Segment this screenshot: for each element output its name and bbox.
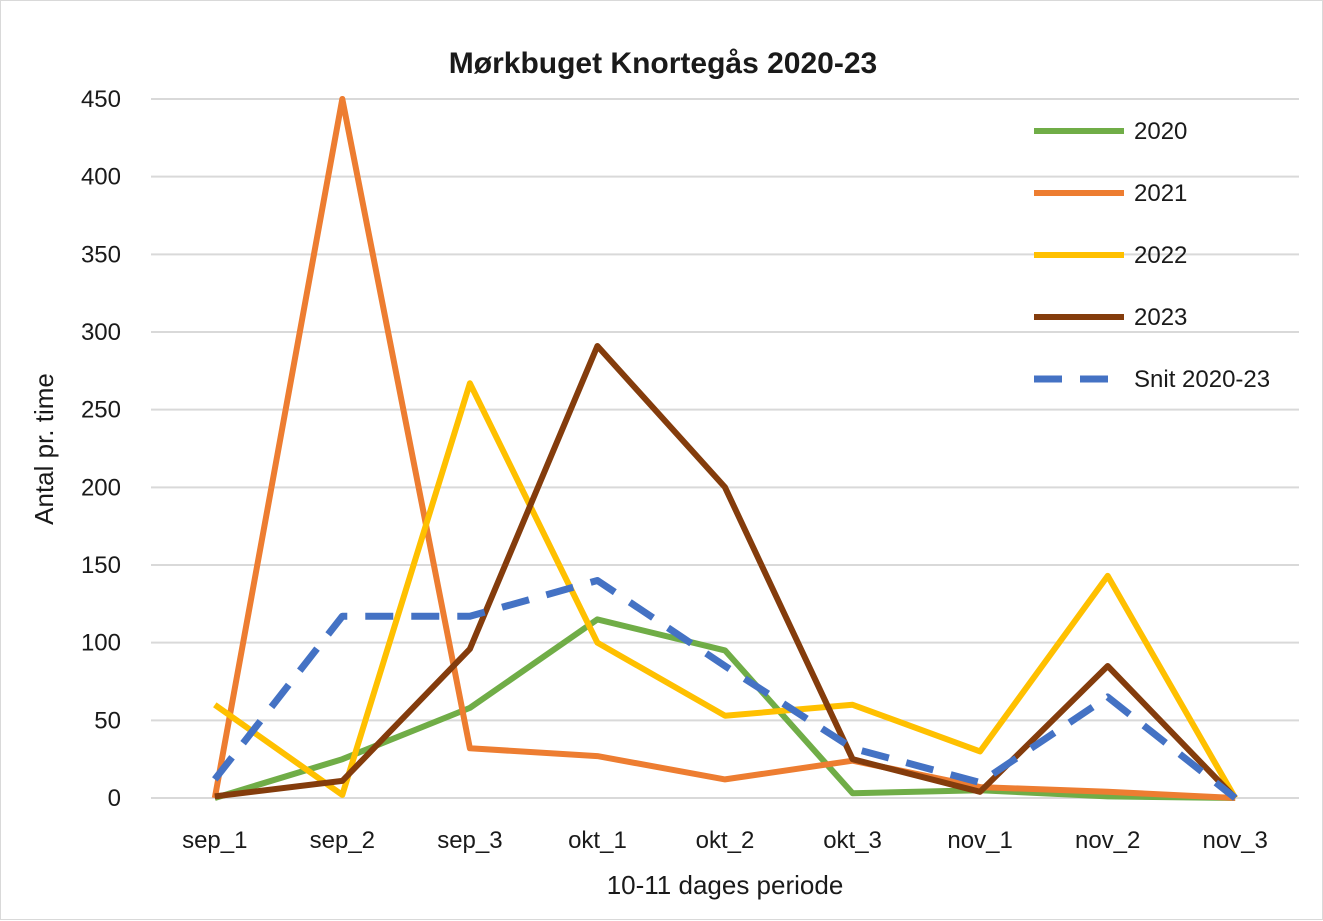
y-tick-label: 250 <box>81 397 121 424</box>
y-tick-label: 100 <box>81 630 121 657</box>
data-point <box>469 616 470 617</box>
legend-label: 2022 <box>1134 242 1187 269</box>
data-point <box>597 642 598 643</box>
x-tick-label: okt_1 <box>568 827 627 854</box>
x-axis-ticks: sep_1 sep_2 sep_3 okt_1 okt_2 okt_3 nov_1 nov_2… <box>182 827 1268 854</box>
data-point <box>214 704 215 705</box>
x-tick-label: okt_3 <box>823 827 882 854</box>
y-tick-label: 400 <box>81 164 121 191</box>
data-point <box>1107 796 1108 797</box>
data-point <box>852 748 853 749</box>
legend: 2020 2021 2022 2023 Snit 2020-23 <box>1034 118 1270 393</box>
y-axis-title: Antal pr. time <box>29 373 59 525</box>
data-point <box>980 791 981 792</box>
data-point <box>342 780 343 781</box>
x-tick-label: nov_3 <box>1203 827 1268 854</box>
data-point <box>597 619 598 620</box>
x-tick-label: okt_2 <box>696 827 755 854</box>
series-line-2021 <box>211 96 1236 801</box>
series-line-2022 <box>213 380 1238 800</box>
y-tick-label: 350 <box>81 241 121 268</box>
x-tick-label: sep_3 <box>437 827 502 854</box>
data-point <box>1107 791 1108 792</box>
y-tick-label: 300 <box>81 319 121 346</box>
data-point <box>1107 575 1108 576</box>
data-point <box>342 794 343 795</box>
x-axis-title: 10-11 dages periode <box>607 870 844 900</box>
data-point <box>597 345 598 346</box>
y-tick-label: 200 <box>81 474 121 501</box>
data-point <box>852 793 853 794</box>
data-point <box>852 759 853 760</box>
legend-label: 2023 <box>1134 304 1187 331</box>
x-tick-label: sep_1 <box>182 827 247 854</box>
data-point <box>342 99 343 100</box>
series-line-2020 <box>213 616 1236 801</box>
x-tick-label: nov_2 <box>1075 827 1140 854</box>
data-point <box>342 616 343 617</box>
data-point <box>1107 697 1108 698</box>
data-point <box>725 650 726 651</box>
data-point <box>725 779 726 780</box>
chart-title: Mørkbuget Knortegås 2020-23 <box>449 47 877 80</box>
series-line-2023 <box>214 343 1238 801</box>
x-tick-label: sep_2 <box>310 827 375 854</box>
y-tick-label: 450 <box>81 86 121 113</box>
data-point <box>725 665 726 666</box>
data-point <box>469 648 470 649</box>
series-line-snit-2020-23 <box>212 577 1238 801</box>
y-tick-label: 50 <box>94 707 121 734</box>
legend-label: 2021 <box>1134 180 1187 207</box>
data-point <box>597 580 598 581</box>
data-point <box>725 715 726 716</box>
legend-label: 2020 <box>1134 118 1187 145</box>
data-point <box>980 782 981 783</box>
legend-label: Snit 2020-23 <box>1134 366 1270 393</box>
data-point <box>469 707 470 708</box>
data-point <box>214 796 215 797</box>
data-point <box>1107 665 1108 666</box>
y-axis-ticks: 0 50 100 150 200 250 300 350 400 450 <box>81 86 121 812</box>
series-lines <box>211 96 1238 801</box>
y-tick-label: 0 <box>108 785 121 812</box>
x-tick-label: nov_1 <box>947 827 1012 854</box>
data-point <box>469 748 470 749</box>
data-point <box>852 704 853 705</box>
data-point <box>342 759 343 760</box>
data-point <box>980 751 981 752</box>
data-point <box>469 383 470 384</box>
data-point <box>725 487 726 488</box>
data-point <box>214 779 215 780</box>
y-tick-label: 150 <box>81 552 121 579</box>
data-point <box>1235 798 1236 799</box>
data-point <box>597 756 598 757</box>
